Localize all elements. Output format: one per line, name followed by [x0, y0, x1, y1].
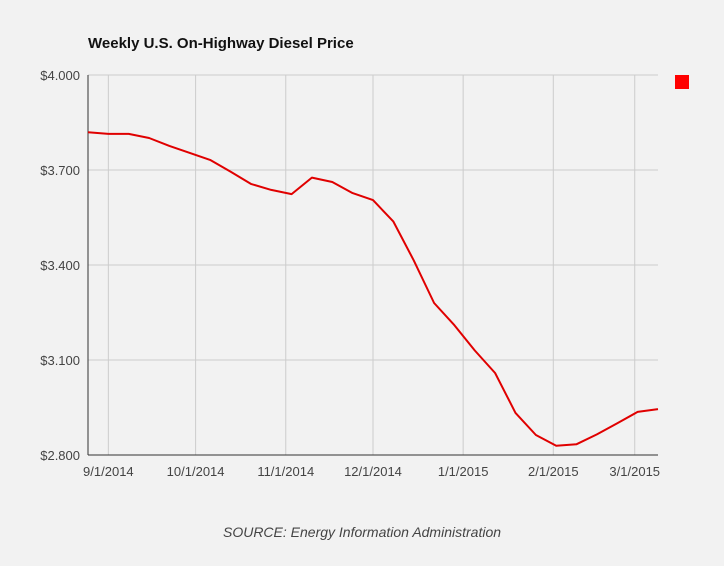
y-tick-label: $4.000	[40, 68, 80, 83]
legend-swatch	[675, 75, 689, 89]
series-line	[87, 131, 659, 447]
x-tick-label: 1/1/2015	[438, 464, 489, 479]
y-tick-label: $3.100	[40, 353, 80, 368]
source-note: SOURCE: Energy Information Administratio…	[222, 524, 502, 540]
x-tick-label: 9/1/2014	[83, 464, 134, 479]
x-tick-label: 2/1/2015	[528, 464, 579, 479]
x-tick-label: 3/1/2015	[609, 464, 660, 479]
x-tick-label: 11/1/2014	[257, 464, 314, 479]
x-tick-label: 10/1/2014	[167, 464, 225, 479]
y-tick-label: $2.800	[40, 448, 80, 463]
chart-title: Weekly U.S. On-Highway Diesel Price	[88, 35, 354, 52]
x-tick-label: 12/1/2014	[344, 464, 402, 479]
y-tick-label: $3.700	[40, 163, 80, 178]
y-tick-label: $3.400	[40, 258, 80, 273]
